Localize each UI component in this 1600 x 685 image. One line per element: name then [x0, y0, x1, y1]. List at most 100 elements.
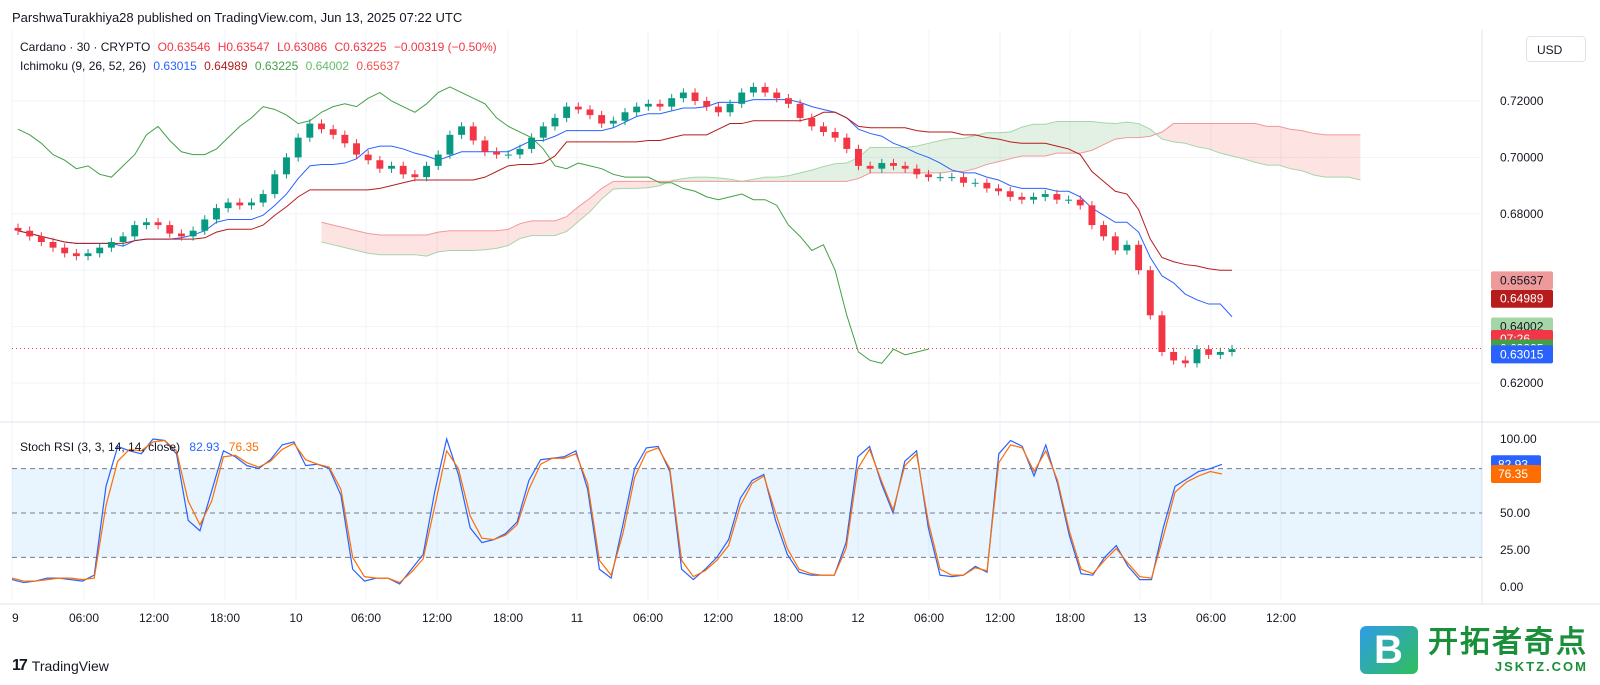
watermark: B 开拓者奇点 JSKTZ.COM [1360, 626, 1588, 674]
candle-body [890, 163, 897, 166]
candle-body [1041, 194, 1049, 197]
candle-body [1228, 349, 1236, 352]
cloud-segment [496, 229, 509, 249]
candle-body [399, 165, 407, 175]
candle-body [1065, 199, 1073, 201]
cloud-segment [870, 147, 882, 173]
candle-body [434, 154, 442, 166]
stoch-label-box [1491, 455, 1541, 474]
cloud-segment [741, 179, 754, 182]
candle-body [656, 103, 664, 107]
cloud-segment [519, 220, 532, 239]
cloud-segment [414, 234, 427, 257]
price-label-box [1491, 330, 1553, 349]
time-tick-label: 06:00 [1196, 611, 1226, 625]
cloud-segment [1337, 134, 1349, 178]
time-tick-label: 18:00 [773, 611, 803, 625]
candle-body [49, 242, 57, 248]
cloud-segment [998, 132, 1011, 162]
cloud-segment [391, 234, 404, 255]
cloud-segment [1033, 124, 1046, 156]
cloud-segment [613, 181, 625, 190]
candle-body [1135, 244, 1143, 271]
time-tick-label: 18:00 [493, 611, 523, 625]
cloud-segment [1103, 122, 1116, 145]
cloud-segment [800, 170, 812, 182]
cloud-segment [531, 220, 544, 236]
candle-body [819, 126, 827, 133]
cloud-segment [1313, 133, 1326, 178]
candle-body [166, 225, 174, 234]
candle-body [142, 222, 150, 226]
cloud-segment [765, 177, 777, 182]
candle-body [283, 157, 290, 175]
cloud-segment [1126, 122, 1139, 138]
candle-body [14, 227, 22, 231]
candle-body [516, 148, 524, 155]
cloud-segment [846, 157, 859, 182]
stoch-pane [11, 436, 1482, 585]
time-tick-label: 10 [289, 611, 303, 625]
cloud-segment [333, 225, 345, 248]
candle-body [26, 230, 34, 237]
stoch-rsi-legend: Stoch RSI (3, 3, 14, 14, close) 82.93 76… [20, 440, 265, 454]
candle-body [1123, 244, 1131, 251]
candle-body [61, 247, 69, 254]
cloud-segment [660, 180, 672, 186]
symbol-legend: Cardano · 30 · CRYPTO O0.63546 H0.63547 … [20, 40, 501, 54]
candle-body [271, 174, 279, 195]
stoch-tick-label: 25.00 [1500, 543, 1530, 557]
ichimoku-lagging-value: 0.63225 [254, 59, 299, 73]
candle-body [446, 134, 454, 155]
cloud-segment [601, 181, 614, 199]
candle-body [749, 86, 757, 93]
open-value: O0.63546 [157, 40, 211, 54]
cloud-segment [426, 232, 439, 257]
candle-body [1088, 205, 1096, 226]
cloud-segment [695, 177, 707, 182]
candle-body [784, 98, 792, 104]
tradingview-logo-icon: 17 [12, 657, 28, 674]
cloud-segment [1150, 129, 1162, 140]
cloud-segment [1290, 129, 1303, 171]
price-label-text: 0.64002 [1500, 320, 1544, 334]
candle-body [1170, 351, 1178, 361]
candle-body [259, 194, 267, 203]
cloud-segment [1056, 121, 1069, 154]
candle-body [1111, 236, 1119, 251]
candle-body [131, 225, 139, 237]
ichimoku-legend: Ichimoku (9, 26, 52, 26) 0.63015 0.64989… [20, 59, 404, 73]
cloud-segment [461, 230, 474, 251]
cloud-segment [356, 230, 369, 254]
candle-body [621, 112, 629, 121]
candle-body [201, 219, 209, 231]
cloud-segment [951, 138, 964, 172]
axes: 0.72000 0.70000 0.68000 0.62000 0.65637 0.649… [12, 94, 1553, 625]
cloud-segment [438, 230, 450, 252]
time-tick-label: 12:00 [703, 611, 733, 625]
cloud-segment [916, 143, 929, 173]
cloud-segment [1208, 123, 1221, 154]
cloud-segment [1196, 123, 1209, 149]
tradingview-logo[interactable]: 17 TradingView [12, 657, 109, 675]
candle-body [1053, 194, 1061, 200]
cloud-segment [905, 146, 917, 173]
candle-body [1193, 349, 1201, 364]
stoch-k-value: 82.93 [189, 440, 220, 454]
time-tick-label: 06:00 [69, 611, 99, 625]
cloud-segment [1255, 123, 1268, 166]
price-tick-label: 0.62000 [1500, 376, 1544, 390]
candle-body [469, 126, 477, 141]
time-tick-label: 06:00 [914, 611, 944, 625]
cloud-segment [1010, 127, 1022, 159]
candle-body [318, 123, 325, 130]
stoch-tick-label: 0.00 [1500, 580, 1524, 594]
candle-body [691, 92, 699, 101]
time-tick-label: 06:00 [633, 611, 663, 625]
price-label-box [1491, 317, 1553, 336]
price-label-text: 0.64989 [1500, 292, 1544, 306]
cloud-segment [683, 177, 696, 182]
cloud-segment [1243, 123, 1256, 163]
currency-button[interactable]: USD [1526, 36, 1586, 62]
